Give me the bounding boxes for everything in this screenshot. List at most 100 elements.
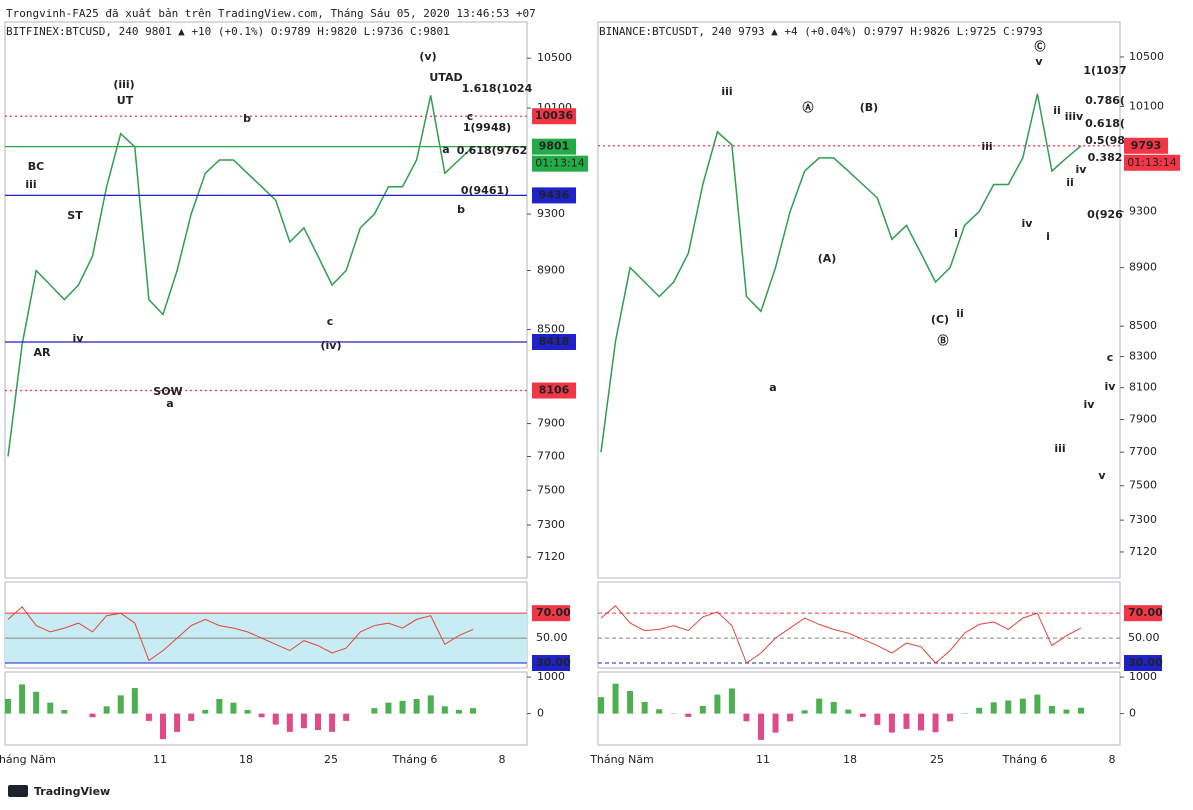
wave-label: ii [1066,176,1074,189]
wave-label: ST [67,209,83,222]
y-tick-label: 7120 [1129,545,1157,558]
rsi-tick-label: 30.00 [536,656,571,669]
macd-bar [874,713,881,725]
price-label: 10036 [535,109,574,122]
wave-label: b [243,112,251,125]
macd-bar [455,709,462,714]
brand: TradingView [34,785,110,798]
macd-bar [131,688,138,714]
macd-bar [1048,705,1055,714]
macd-bar [1078,707,1084,714]
wave-label: iv [73,332,85,345]
price-label-box [532,108,576,125]
rsi-line [7,606,474,662]
macd-bar [932,713,939,733]
macd-bar [859,713,866,717]
macd-bar [714,694,721,714]
y-tick-label: 8500 [537,323,565,336]
x-tick-label: 18 [239,753,253,766]
y-tick-label: 7300 [537,518,565,531]
pane-border [597,581,1121,669]
macd-bar [845,709,852,714]
wave-label: ii [1053,104,1061,117]
y-tick-label: 10100 [1129,99,1164,112]
y-tick-label: 8500 [1129,319,1157,332]
wave-label: iv [1084,398,1096,411]
wave-label: iii [1054,442,1065,455]
macd-bar [816,698,823,714]
price-label: 8418 [539,335,570,348]
macd-bar [286,713,293,732]
rsi-tick-label: 70.00 [1128,606,1163,619]
wave-label: AR [34,346,52,359]
y-tick-label: 7120 [537,550,565,563]
y-tick-label: 9300 [1129,205,1157,218]
y-tick-label: 9300 [537,207,565,220]
macd-bar [33,691,40,714]
wave-label: (v) [419,50,436,63]
rsi-tick-label: 50.00 [536,631,568,644]
countdown-box [1124,154,1180,171]
macd-bar [188,713,195,721]
y-tick-label: 7900 [1129,412,1157,425]
wave-label: i [1046,230,1050,243]
wave-label: UT [117,94,134,107]
macd-bar [728,688,735,714]
macd-bar [47,702,54,714]
wave-label: 0.618( [1085,117,1125,130]
macd-bar [145,713,152,721]
macd-bar [117,695,124,714]
macd-bar [5,699,11,714]
macd-bar [174,713,181,732]
price-label-box [532,334,576,351]
wave-label: v [1035,55,1043,68]
macd-bar [918,713,924,731]
price-line [600,93,1082,453]
wave-label: v [1098,469,1106,482]
wave-label: c [1107,351,1114,364]
countdown: 01:13:14 [535,157,584,170]
macd-bar [990,702,997,714]
x-tick-label: 11 [756,753,770,766]
macd-bar [413,699,420,714]
price-label: 8106 [539,384,570,397]
macd-bar [598,697,604,714]
wave-label: iii [25,178,36,191]
x-tick-label: 25 [324,753,338,766]
wave-label: 1.618(1024 [462,82,533,95]
macd-bar [258,713,265,718]
wave-label: iv [1105,380,1117,393]
rsi-line [600,604,1082,664]
price-label: 9436 [539,188,570,201]
macd-bar [656,709,663,714]
wave-label: iii [721,85,732,98]
wave-label: 1(9948) [463,121,511,134]
rsi-label-box [532,605,570,622]
wave-label: Ⓑ [938,333,949,347]
symbol-info: BINANCE:BTCUSDT, 240 9793 ▲ +4 (+0.04%) … [599,25,1043,38]
symbol-info: BITFINEX:BTCUSD, 240 9801 ▲ +10 (+0.1%) … [6,25,450,38]
y-tick-label: 8900 [1129,261,1157,274]
header-title: Trongvinh-FA25 đã xuất bản trên TradingV… [6,7,536,20]
macd-bar [300,713,307,729]
macd-bar [470,708,476,714]
macd-bar [976,707,983,714]
macd-bar [89,713,96,718]
macd-bar [385,702,392,714]
x-tick-label: 8 [499,753,506,766]
macd-bar [103,706,110,714]
price-label: 9801 [539,140,570,153]
x-tick-label: 11 [153,753,167,766]
macd-bar [315,713,321,731]
macd-bar [441,706,448,714]
macd-bar [772,713,779,733]
macd-bar [427,695,434,714]
macd-bar [399,700,406,714]
y-tick-label: 7700 [1129,445,1157,458]
rsi-tick-label: 50.00 [1128,631,1160,644]
macd-bar [244,709,251,714]
y-tick-label: 8100 [1129,381,1157,394]
macd-bar [272,713,279,725]
